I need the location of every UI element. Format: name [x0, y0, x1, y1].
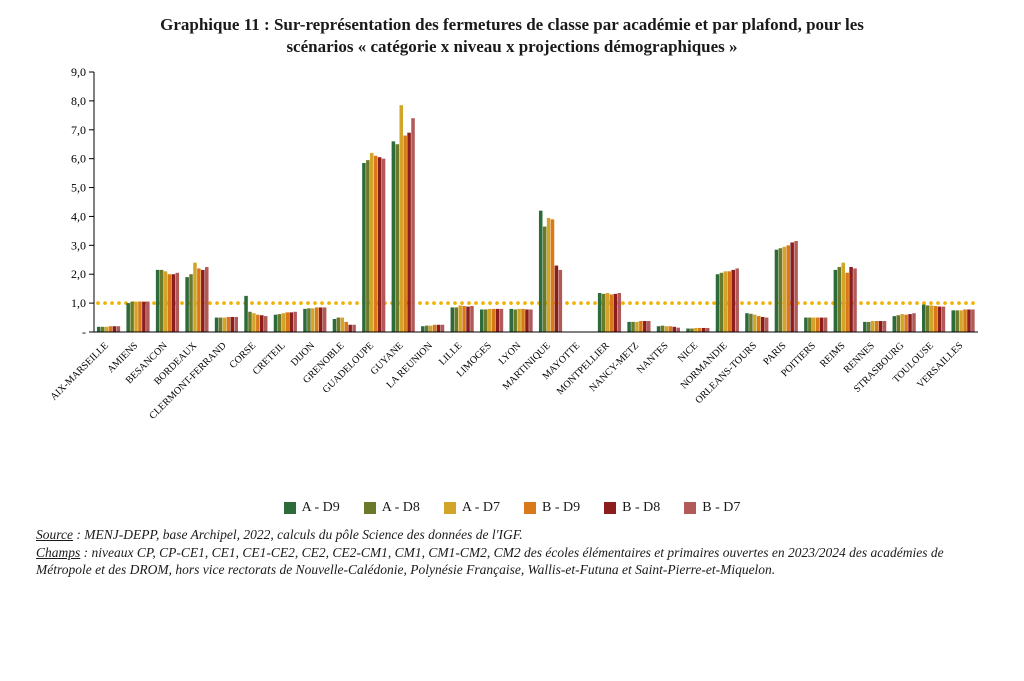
legend: A - D9 A - D8 A - D7 B - D9 B - D8 B - D7 [36, 500, 988, 516]
champs-text: : niveaux CP, CP-CE1, CE1, CE1-CE2, CE2,… [36, 545, 944, 578]
category-label: GUADELOUPE [321, 341, 376, 396]
legend-item: A - D8 [364, 500, 420, 516]
category-label: CRETEIL [251, 341, 288, 378]
category-label: NICE [676, 341, 700, 365]
legend-item: B - D7 [684, 500, 740, 516]
footnotes: Source : MENJ-DEPP, base Archipel, 2022,… [36, 526, 988, 579]
svg-text:9,0: 9,0 [71, 65, 86, 79]
legend-item: A - D7 [444, 500, 500, 516]
svg-text:8,0: 8,0 [71, 94, 86, 108]
category-label: DIJON [289, 341, 317, 369]
legend-swatch [524, 502, 536, 514]
svg-text:5,0: 5,0 [71, 181, 86, 195]
svg-text:-: - [82, 325, 86, 339]
source-label: Source [36, 527, 73, 542]
title-line-2: scénarios « catégorie x niveau x project… [286, 37, 737, 56]
legend-label: B - D7 [702, 500, 740, 516]
title-line-1: Graphique 11 : Sur-représentation des fe… [160, 15, 864, 34]
svg-text:6,0: 6,0 [71, 152, 86, 166]
legend-item: B - D8 [604, 500, 660, 516]
category-label: AIX-MARSEILLE [48, 341, 110, 403]
champs-line: Champs : niveaux CP, CP-CE1, CE1, CE1-CE… [36, 544, 988, 579]
champs-label: Champs [36, 545, 80, 560]
legend-label: B - D9 [542, 500, 580, 516]
bar-chart: - 1,0 2,0 3,0 4,0 5,0 6,0 7,0 8,0 9,0 AIX-MARSEILL… [36, 64, 988, 484]
legend-swatch [684, 502, 696, 514]
chart-title: Graphique 11 : Sur-représentation des fe… [62, 14, 962, 58]
svg-text:4,0: 4,0 [71, 210, 86, 224]
legend-label: B - D8 [622, 500, 660, 516]
category-label: LYON [497, 341, 524, 368]
legend-swatch [364, 502, 376, 514]
legend-label: A - D7 [462, 500, 500, 516]
legend-label: A - D9 [302, 500, 340, 516]
legend-swatch [284, 502, 296, 514]
category-label: LILLE [437, 341, 464, 368]
category-label: MONTPELLIER [555, 340, 612, 397]
svg-text:7,0: 7,0 [71, 123, 86, 137]
svg-text:1,0: 1,0 [71, 296, 86, 310]
source-line: Source : MENJ-DEPP, base Archipel, 2022,… [36, 526, 988, 544]
legend-swatch [604, 502, 616, 514]
category-label: NANTES [635, 341, 671, 377]
legend-item: A - D9 [284, 500, 340, 516]
source-text: : MENJ-DEPP, base Archipel, 2022, calcul… [73, 527, 523, 542]
legend-swatch [444, 502, 456, 514]
svg-text:2,0: 2,0 [71, 267, 86, 281]
category-label: PARIS [761, 341, 788, 368]
legend-label: A - D8 [382, 500, 420, 516]
page: Graphique 11 : Sur-représentation des fe… [0, 0, 1024, 681]
svg-text:3,0: 3,0 [71, 239, 86, 253]
legend-item: B - D9 [524, 500, 580, 516]
chart-container: - 1,0 2,0 3,0 4,0 5,0 6,0 7,0 8,0 9,0 AIX-MARSEILL… [36, 64, 988, 484]
